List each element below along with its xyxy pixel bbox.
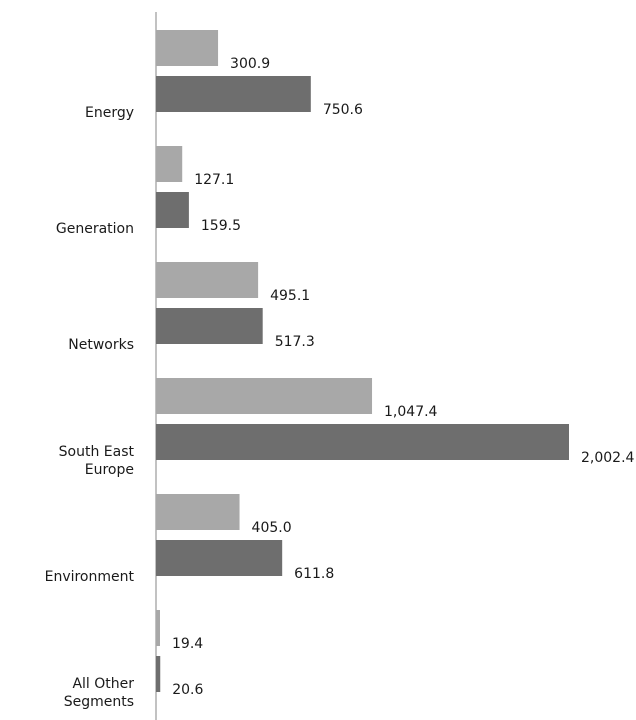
value-label-all-other-segments-series-1: 19.4 (172, 636, 203, 652)
value-label-generation-series-2: 159.5 (201, 218, 241, 234)
bar-south-east-europe-series-2 (156, 424, 569, 460)
bar-generation-series-1 (156, 146, 183, 182)
bar-networks-series-1 (156, 262, 259, 298)
bar-energy-series-1 (156, 30, 219, 66)
bar-south-east-europe-series-1 (156, 378, 373, 414)
bar-all-other-segments-series-2 (156, 656, 161, 692)
bar-networks-series-2 (156, 308, 263, 344)
category-label-all-other-segments: All Other Segments (64, 676, 135, 710)
category-label-energy: Energy (85, 105, 134, 121)
value-label-all-other-segments-series-2: 20.6 (172, 682, 203, 698)
category-label-south-east-europe: South East Europe (59, 444, 135, 478)
bar-generation-series-2 (156, 192, 189, 228)
category-label-networks: Networks (68, 337, 134, 353)
value-label-energy-series-1: 300.9 (230, 56, 270, 72)
value-label-networks-series-2: 517.3 (275, 334, 315, 350)
value-label-south-east-europe-series-2: 2,002.4 (581, 450, 635, 466)
value-label-generation-series-1: 127.1 (194, 172, 234, 188)
value-label-environment-series-1: 405.0 (252, 520, 292, 536)
value-label-environment-series-2: 611.8 (294, 566, 334, 582)
bar-environment-series-1 (156, 494, 240, 530)
bar-all-other-segments-series-1 (156, 610, 161, 646)
value-label-south-east-europe-series-1: 1,047.4 (384, 404, 438, 420)
value-label-energy-series-2: 750.6 (323, 102, 363, 118)
category-label-generation: Generation (56, 221, 134, 237)
value-label-networks-series-1: 495.1 (270, 288, 310, 304)
bar-environment-series-2 (156, 540, 283, 576)
category-label-environment: Environment (45, 569, 135, 585)
bar-energy-series-2 (156, 76, 311, 112)
